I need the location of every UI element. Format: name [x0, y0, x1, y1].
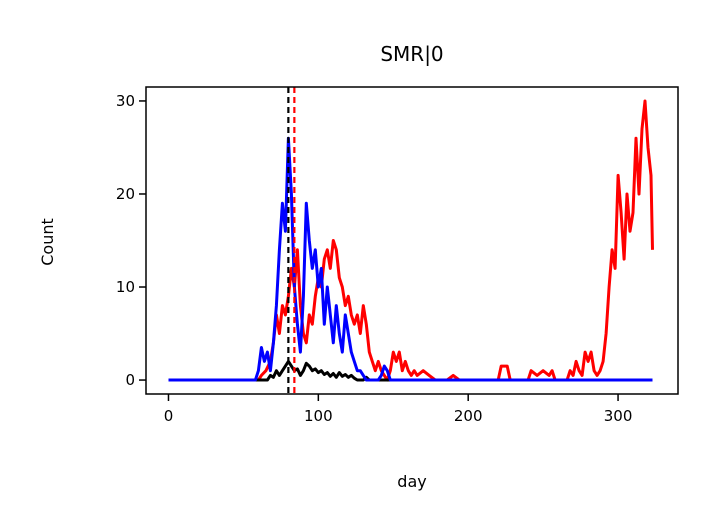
y-ticks: 0 10 20 30	[116, 92, 146, 389]
chart-title: SMR|0	[380, 42, 443, 66]
x-axis-label: day	[397, 472, 426, 491]
x-tick-label: 300	[604, 407, 633, 425]
series-line-0	[168, 99, 654, 382]
y-tick-label: 20	[116, 185, 135, 203]
x-tick-label: 200	[454, 407, 483, 425]
x-tick-label: 100	[304, 407, 333, 425]
y-tick-label: 10	[116, 278, 135, 296]
y-tick-label: 30	[116, 92, 135, 110]
y-axis-label: Count	[38, 218, 57, 266]
x-ticks: 0 100 200 300	[164, 394, 633, 425]
x-tick-label: 0	[164, 407, 174, 425]
series-line-2	[168, 136, 653, 382]
y-tick-label: 0	[125, 371, 135, 389]
series-line-1	[168, 359, 653, 382]
plot-frame	[145, 86, 679, 395]
plot-area	[168, 87, 654, 394]
